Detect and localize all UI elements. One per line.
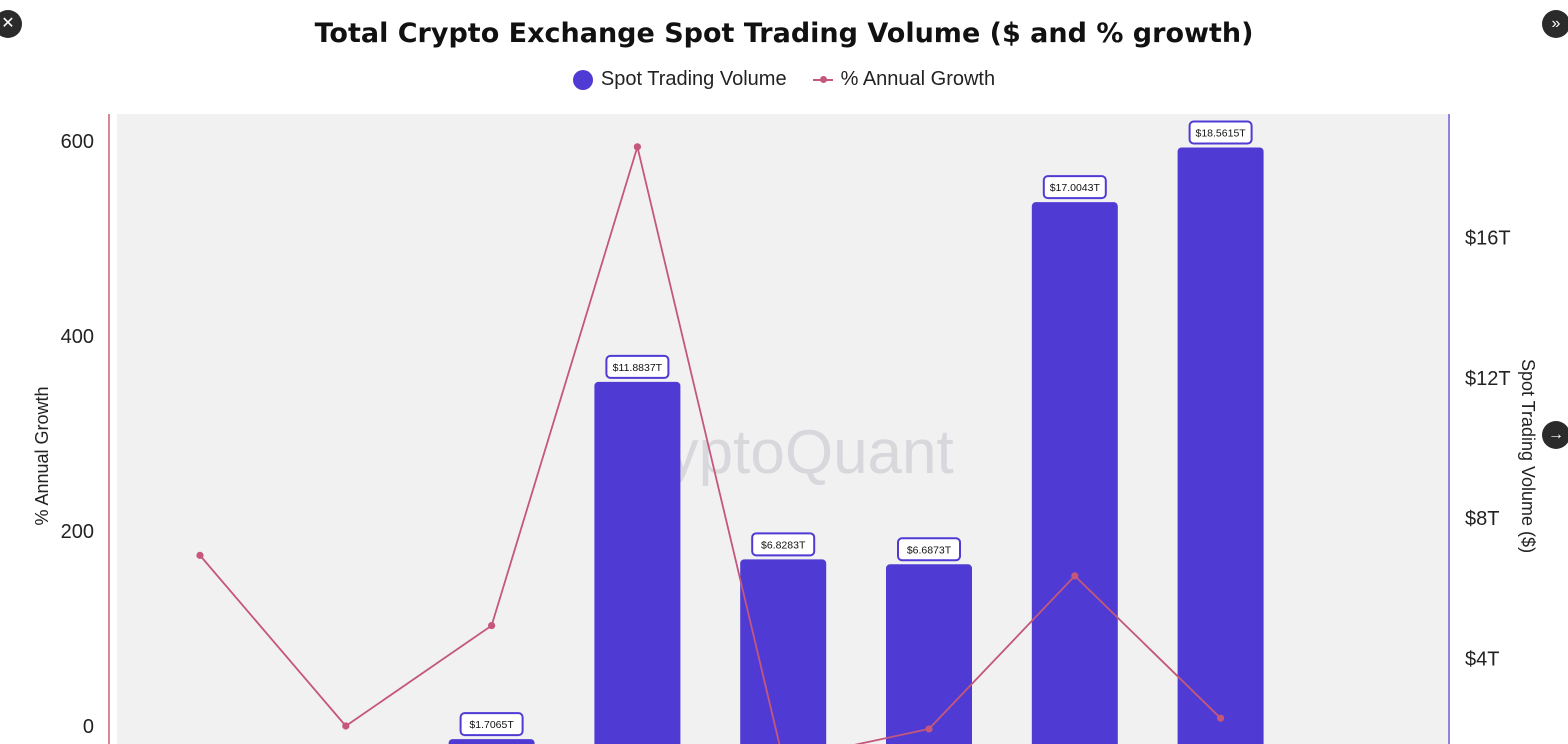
volume-bar[interactable]: [1177, 147, 1264, 744]
data-label: $6.8283T: [761, 539, 806, 551]
legend-swatch-circle-icon: [572, 69, 593, 90]
legend-label-annual-growth: % Annual Growth: [840, 68, 996, 90]
right-tick-label: $8T: [1465, 508, 1499, 530]
data-label: $18.5615T: [1195, 127, 1246, 139]
left-tick-label: 400: [61, 326, 94, 348]
left-tick-label: 600: [61, 131, 94, 153]
legend-label-spot-volume: Spot Trading Volume: [600, 68, 787, 90]
growth-line-layer: [196, 143, 1225, 744]
bars-layer: $1.7065T $11.8837T $6.8283T $6.6873T $17.004…: [448, 120, 1264, 744]
data-label-box: [1188, 120, 1253, 145]
growth-point[interactable]: [925, 725, 933, 733]
close-icon[interactable]: ✕: [0, 10, 22, 38]
volume-bar[interactable]: [1031, 202, 1118, 744]
volume-bar[interactable]: [594, 381, 681, 744]
data-label-box: [605, 354, 670, 379]
right-axis-title: Spot Trading Volume ($): [1518, 359, 1538, 553]
left-tick-label: 200: [61, 521, 94, 543]
data-label-box: [1042, 175, 1107, 200]
volume-bar[interactable]: [448, 739, 535, 744]
data-label-box: [459, 712, 524, 737]
growth-point[interactable]: [1071, 572, 1079, 580]
right-tick-label: $4T: [1465, 649, 1499, 671]
data-label-box: [897, 537, 961, 562]
data-label: $1.7065T: [469, 719, 514, 731]
right-tick-label: $16T: [1465, 227, 1511, 249]
left-axis-title: % Annual Growth: [32, 386, 52, 525]
growth-point[interactable]: [1217, 714, 1225, 722]
right-tick-label: $12T: [1465, 368, 1511, 390]
growth-point[interactable]: [342, 722, 350, 730]
growth-point[interactable]: [196, 551, 204, 559]
data-label: $6.6873T: [907, 544, 952, 556]
volume-bar[interactable]: [740, 559, 827, 744]
legend: Spot Trading Volume % Annual Growth: [0, 68, 1568, 91]
arrow-right-icon[interactable]: →: [1542, 421, 1568, 449]
growth-line: [199, 143, 1222, 744]
data-label-box: [751, 532, 816, 557]
legend-item-annual-growth[interactable]: % Annual Growth: [812, 68, 996, 91]
growth-point[interactable]: [488, 621, 496, 630]
double-chevron-right-icon[interactable]: »: [1542, 10, 1568, 38]
axes-layer: 600 400 200 0 $16T $12T $8T $4T % Annual Growth S…: [32, 114, 1538, 744]
legend-item-spot-volume[interactable]: Spot Trading Volume: [572, 68, 787, 91]
data-label: $11.8837T: [613, 362, 663, 374]
legend-swatch-line-icon: [812, 75, 833, 83]
left-tick-label: 0: [83, 716, 94, 738]
growth-point[interactable]: [633, 143, 642, 151]
chart-title: Total Crypto Exchange Spot Trading Volum…: [314, 18, 1254, 49]
data-label: $17.0043T: [1050, 182, 1101, 194]
volume-bar[interactable]: [886, 564, 972, 744]
